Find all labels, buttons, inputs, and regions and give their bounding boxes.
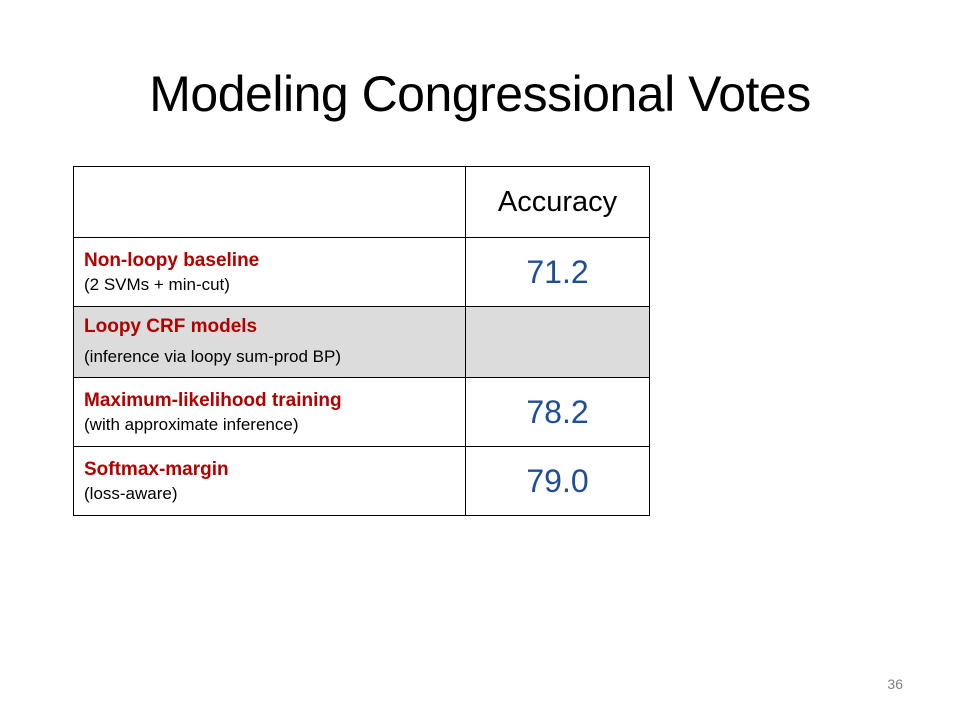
slide-title: Modeling Congressional Votes (149, 66, 811, 122)
accuracy-cell: 71.2 (465, 237, 650, 307)
method-cell: Softmax-margin (loss-aware) (73, 446, 466, 516)
accuracy-cell: 79.0 (465, 446, 650, 516)
table-corner-cell (73, 166, 466, 238)
method-name: Loopy CRF models (84, 316, 258, 337)
method-note: (with approximate inference) (84, 415, 299, 434)
page-number: 36 (887, 676, 903, 692)
method-note: (2 SVMs + min-cut) (84, 275, 230, 294)
accuracy-header-label: Accuracy (497, 185, 618, 218)
accuracy-value: 78.2 (526, 393, 589, 430)
method-cell: Loopy CRF models (inference via loopy su… (73, 306, 466, 378)
results-table: Accuracy Non-loopy baseline (2 SVMs + mi… (73, 166, 650, 516)
method-name: Non-loopy baseline (84, 250, 260, 271)
accuracy-value: 79.0 (526, 462, 589, 499)
table-row: Non-loopy baseline (2 SVMs + min-cut) 71… (73, 237, 650, 307)
table-row: Softmax-margin (loss-aware) 79.0 (73, 446, 650, 516)
table-section-row: Loopy CRF models (inference via loopy su… (73, 306, 650, 378)
method-name: Maximum-likelihood training (84, 390, 342, 411)
method-note: (loss-aware) (84, 484, 178, 503)
method-name: Softmax-margin (84, 459, 229, 480)
method-cell: Non-loopy baseline (2 SVMs + min-cut) (73, 237, 466, 307)
accuracy-header: Accuracy (465, 166, 650, 238)
method-note: (inference via loopy sum-prod BP) (84, 347, 342, 366)
accuracy-value: 71.2 (526, 253, 589, 290)
table-header-row: Accuracy (73, 166, 650, 238)
method-cell: Maximum-likelihood training (with approx… (73, 377, 466, 447)
accuracy-cell (465, 306, 650, 378)
table-row: Maximum-likelihood training (with approx… (73, 377, 650, 447)
accuracy-cell: 78.2 (465, 377, 650, 447)
